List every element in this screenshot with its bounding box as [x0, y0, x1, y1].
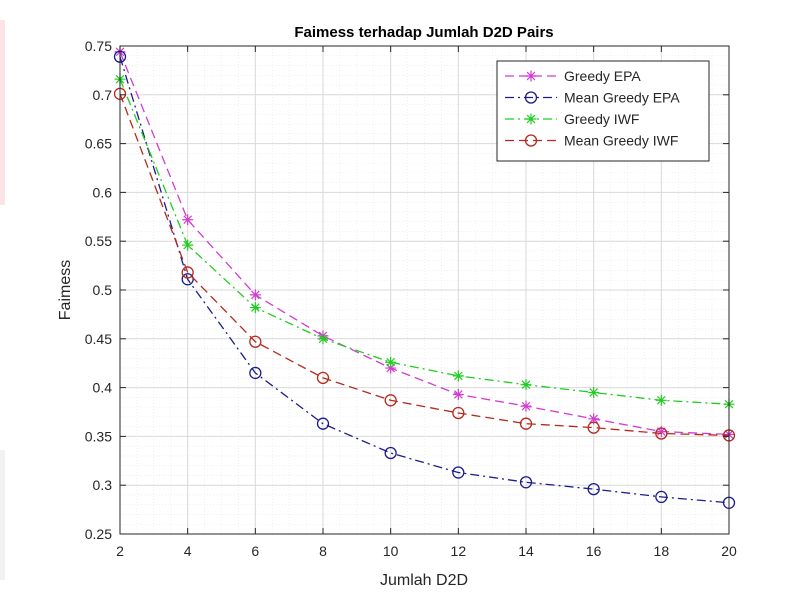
legend-label: Greedy EPA	[564, 68, 641, 84]
legend-marker	[525, 70, 537, 82]
data-point	[249, 289, 261, 301]
legend-entry: Mean Greedy IWF	[505, 133, 678, 149]
data-point	[317, 333, 329, 345]
data-point	[587, 421, 600, 434]
data-point	[588, 386, 600, 398]
data-point	[520, 379, 532, 391]
legend-entry: Mean Greedy EPA	[505, 90, 680, 106]
x-tick-label: 4	[184, 543, 192, 559]
chart-title: Faimess terhadap Jumlah D2D Pairs	[294, 24, 553, 41]
data-point	[249, 335, 262, 348]
x-tick-label: 6	[251, 543, 259, 559]
data-point	[181, 266, 194, 279]
data-point	[385, 356, 397, 368]
series-layer	[113, 46, 736, 509]
x-axis-label: Jumlah D2D	[380, 572, 468, 589]
series-line	[119, 78, 730, 405]
data-point	[588, 413, 600, 425]
data-point	[385, 362, 397, 374]
data-point	[182, 214, 194, 226]
legend-entry: Greedy EPA	[505, 68, 641, 84]
x-tick-label: 8	[319, 543, 327, 559]
x-tick-label: 12	[451, 543, 467, 559]
legend-label: Greedy IWF	[564, 111, 639, 127]
data-point	[452, 388, 464, 400]
y-tick-label: 0.25	[85, 526, 112, 542]
legend-marker	[524, 134, 538, 147]
y-tick-label: 0.3	[93, 477, 113, 493]
data-point	[655, 426, 667, 438]
data-point	[655, 490, 668, 504]
legend-marker	[524, 91, 538, 104]
data-point	[384, 446, 397, 460]
legend-marker	[525, 113, 537, 125]
data-point	[316, 371, 330, 384]
y-tick-label: 0.5	[93, 282, 113, 298]
data-point	[249, 302, 261, 314]
series-line	[119, 56, 730, 504]
axis-ticks: 2 4 6 8 10 12 14 16 18 20 0.25 0.3 0.35 0.4 0.45 0.5 0.5…	[85, 38, 737, 559]
y-tick-label: 0.35	[85, 428, 112, 444]
legend-label: Mean Greedy EPA	[564, 90, 680, 106]
data-point	[655, 394, 667, 406]
y-tick-label: 0.6	[93, 184, 113, 200]
x-tick-label: 20	[721, 543, 737, 559]
data-point	[384, 394, 397, 407]
x-tick-label: 2	[116, 543, 124, 559]
y-tick-label: 0.55	[85, 233, 112, 249]
data-point	[452, 370, 464, 382]
background-strip	[0, 20, 5, 205]
y-tick-label: 0.45	[85, 331, 112, 347]
x-tick-label: 16	[586, 543, 602, 559]
y-tick-label: 0.4	[93, 380, 113, 396]
series-line	[119, 93, 730, 437]
legend-entry: Greedy IWF	[505, 111, 639, 127]
series-line	[119, 51, 730, 436]
data-point	[452, 466, 465, 479]
data-point	[519, 417, 533, 430]
y-tick-label: 0.65	[85, 136, 112, 152]
x-tick-label: 14	[518, 543, 534, 559]
legend: Greedy EPA Mean Greedy EPA Greedy IWF Mean …	[496, 60, 710, 162]
y-tick-label: 0.7	[93, 87, 113, 103]
data-point	[316, 417, 330, 430]
data-point	[519, 476, 533, 489]
data-point	[182, 239, 194, 251]
data-point	[249, 366, 262, 380]
series-mean-greedy-iwf	[113, 87, 736, 442]
legend-label: Mean Greedy IWF	[564, 133, 678, 149]
data-point	[452, 406, 465, 420]
data-point	[520, 400, 532, 412]
data-point	[655, 427, 668, 440]
y-axis-label: Faimess	[57, 260, 74, 320]
data-point	[181, 273, 194, 286]
data-point	[587, 482, 600, 496]
x-tick-label: 10	[383, 543, 399, 559]
x-tick-label: 18	[654, 543, 670, 559]
y-tick-label: 0.75	[85, 38, 112, 54]
background-strip	[0, 450, 5, 580]
